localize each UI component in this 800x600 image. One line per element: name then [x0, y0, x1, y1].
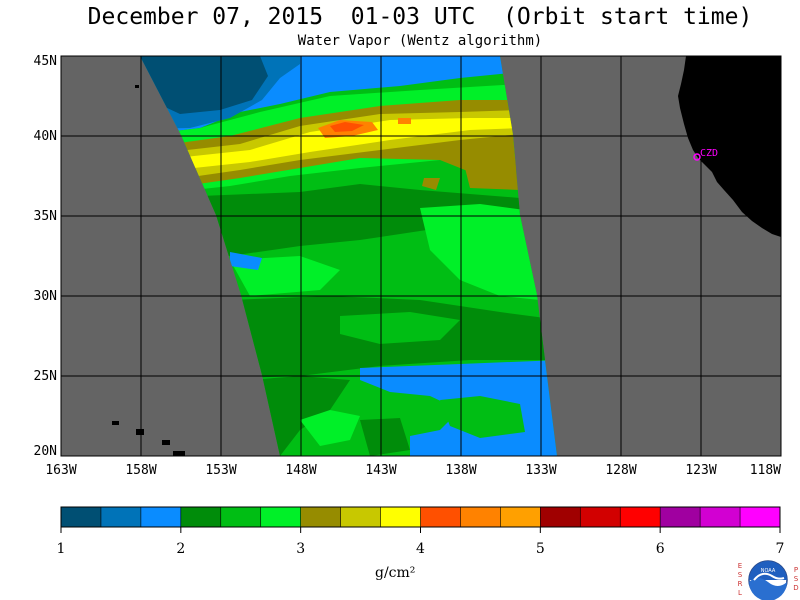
island-niihau [135, 85, 139, 88]
logo-letter-d: D [793, 584, 798, 592]
colorbar-swatch [740, 507, 781, 527]
colorbar-tick-label: 2 [176, 541, 185, 557]
colorbar [60, 506, 781, 528]
map-subtitle: Water Vapor (Wentz algorithm) [297, 33, 543, 49]
colorbar-swatch [180, 507, 222, 527]
island-kauai [112, 421, 119, 425]
island-hawaii [173, 451, 185, 456]
logo-letter-r: R [738, 580, 743, 588]
lon-label-128w: 128W [605, 463, 636, 478]
station-label: CZD [700, 148, 718, 159]
colorbar-swatch [620, 507, 661, 527]
lon-label-148w: 148W [285, 463, 316, 478]
lat-label-45n: 45N [34, 54, 57, 69]
lat-label-40n: 40N [34, 129, 57, 144]
logo-letter-l: L [738, 589, 742, 597]
colorbar-swatch [420, 507, 461, 527]
lon-label-143w: 143W [365, 463, 396, 478]
colorbar-tick-label: 5 [536, 541, 545, 557]
lon-label-123w: 123W [685, 463, 716, 478]
colorbar-tick-label: 3 [296, 541, 305, 557]
island-maui [162, 440, 170, 445]
logo-noaa-text: NOAA [761, 568, 776, 574]
colorbar-swatch [700, 507, 741, 527]
graticule [61, 56, 781, 456]
noaa-esrl-psd-logo: E S R L P S D NOAA [738, 560, 799, 600]
colorbar-tick-label: 4 [416, 541, 425, 557]
lon-label-158w: 158W [125, 463, 156, 478]
island-oahu [136, 429, 144, 435]
map-frame [60, 55, 782, 457]
colorbar-swatch [460, 507, 501, 527]
logo-letter-s2: S [794, 575, 799, 583]
land-california [678, 56, 781, 237]
colorbar-swatch [61, 507, 102, 527]
swath [140, 56, 557, 456]
colorbar-swatch [660, 507, 701, 527]
colorbar-swatch [220, 507, 262, 527]
colorbar-swatch [340, 507, 382, 527]
lon-label-133w: 133W [525, 463, 556, 478]
colorbar-units: g/cm² [375, 565, 416, 581]
lat-label-35n: 35N [34, 209, 57, 224]
colorbar-ticks: 1 2 3 4 5 6 7 [57, 527, 785, 557]
station-marker: CZD [693, 148, 718, 161]
lon-label-153w: 153W [205, 463, 236, 478]
lat-label-25n: 25N [34, 369, 57, 384]
colorbar-swatch [300, 507, 342, 527]
colorbar-swatch [500, 507, 541, 527]
lat-label-30n: 30N [34, 289, 57, 304]
logo-letter-s: S [738, 571, 743, 579]
colorbar-swatch [260, 507, 302, 527]
logo-letter-e: E [738, 562, 742, 570]
lat-label-20n: 20N [34, 444, 57, 459]
colorbar-swatch [540, 507, 581, 527]
colorbar-tick-label: 1 [57, 541, 66, 557]
colorbar-tick-label: 7 [776, 541, 785, 557]
colorbar-tick-label: 6 [656, 541, 665, 557]
colorbar-swatch [380, 507, 421, 527]
lon-label-118w: 118W [750, 463, 781, 478]
colorbar-swatch [100, 507, 142, 527]
lon-label-138w: 138W [445, 463, 476, 478]
lon-label-163w: 163W [45, 463, 76, 478]
lon-labels: 163W 158W 153W 148W 143W 138W 133W 128W … [45, 463, 781, 478]
colorbar-swatch [140, 507, 182, 527]
map-title: December 07, 2015 01-03 UTC (Orbit start… [87, 4, 753, 30]
lat-labels: 45N 40N 35N 30N 25N 20N [34, 54, 57, 459]
logo-letter-p: P [794, 566, 798, 574]
colorbar-swatch [580, 507, 621, 527]
